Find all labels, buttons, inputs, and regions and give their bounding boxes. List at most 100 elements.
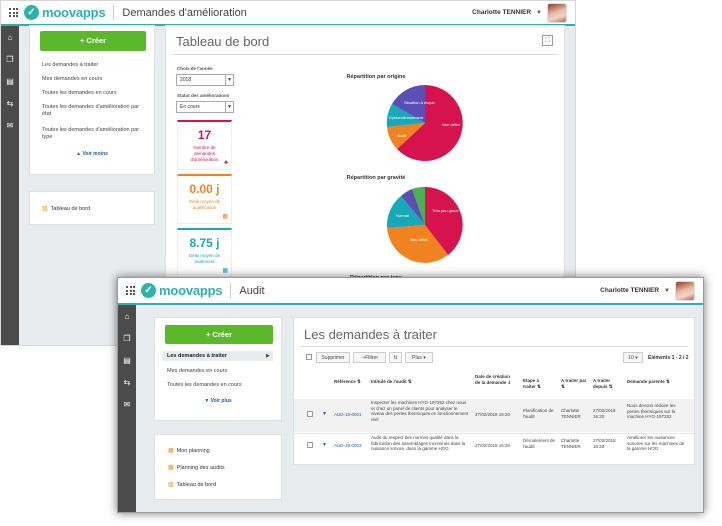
column-reference[interactable]: Référence ⇅ [334,379,361,384]
delete-button[interactable]: Supprimer [316,352,350,363]
calendar-icon: ▦ [168,465,174,471]
caret-down-icon[interactable]: ▼ [322,411,327,417]
avatar[interactable] [547,2,567,23]
board-icon[interactable]: ▤ [6,77,14,86]
moovapps-logo: ✓ moovapps [141,283,223,298]
page-title: Les demandes à traiter [304,327,437,342]
board-icon[interactable]: ▤ [123,356,131,365]
origin-pie-chart: Non défini Audit Dysfonctionnement Situa… [386,84,463,161]
copy-icon[interactable]: ❐ [6,55,14,64]
nav-item-all-requests[interactable]: Toutes les demandes en cours [167,382,242,388]
user-menu[interactable]: Charlotte TENNIER ▼ [472,2,567,23]
nav-panel: + Créer Les demandes à traiter ▶ Mes dem… [154,317,282,421]
header-divider [113,5,115,20]
chat-icon[interactable]: ✉ [123,400,131,409]
requests-panel: Les demandes à traiter Supprimer ⇢ Filtr… [293,317,695,465]
avatar[interactable] [675,280,695,301]
row-by: Charlotte TENNIER [561,438,581,449]
pie-label: Situation à risque [404,100,436,105]
home-icon[interactable]: ⌂ [124,312,130,321]
home-icon[interactable]: ⌂ [7,33,13,42]
row-checkbox[interactable] [307,442,313,448]
nav-item-by-state[interactable]: Toutes les demandes d'amélioration par é… [42,104,140,117]
voir-plus-link[interactable]: ▼ Voir plus [204,398,232,404]
column-parent[interactable]: Demande parente ⇅ [627,379,670,384]
column-step[interactable]: Etape à traiter ⇅ [523,378,541,389]
title-divider [300,346,688,347]
user-menu[interactable]: Charlotte TENNIER ▼ [600,280,695,301]
dashboard-link[interactable]: ▥ Tableau de bord [42,205,91,213]
chevron-down-icon: ▼ [536,9,542,16]
app-title: Audit [239,284,265,297]
more-button[interactable]: Plus ▾ [405,352,433,363]
sort-icon: ⇅ [407,379,412,384]
nav-item-all-requests[interactable]: Toutes les demandes en cours [42,90,117,96]
top-bar: ✓ moovapps Audit Charlotte TENNIER ▼ [118,278,703,305]
page-size-select[interactable]: 10 ▾ [623,352,643,363]
pie-slice-tres-peu-grave [425,187,463,255]
audit-planning-link[interactable]: ▦ Planning des audits [168,464,225,472]
chat-icon[interactable]: ✉ [6,121,14,130]
expand-icon[interactable]: ⛶ [542,35,553,46]
calendar-icon: ▦ [168,448,174,454]
column-by[interactable]: A traiter par ⇅ [561,378,587,389]
nav-item-my-requests[interactable]: Mes demandes en cours [42,76,103,82]
table-row[interactable] [294,399,694,432]
select-all-checkbox[interactable] [306,354,312,360]
calendar-icon: ▦ [222,268,228,274]
audit-window: ✓ moovapps Audit Charlotte TENNIER ▼ ⌂ ❐ … [117,277,704,513]
pie-label: Très peu grave [432,208,460,213]
sort-icon: ⇅ [357,379,361,384]
column-title[interactable]: Intitulé de l'audit ⇅ [371,379,412,384]
pie-slice-normal [386,196,425,228]
pagination-range: Eléments 1 - 2 / 2 [648,355,689,361]
row-title: Audit du respect des normes qualité dans… [371,435,466,451]
copy-icon[interactable]: ❐ [123,334,131,343]
chevron-down-icon: ▼ [664,287,670,294]
create-button[interactable]: + Créer [165,325,273,344]
column-since[interactable]: A traiter depuis ⇅ [593,378,613,389]
status-select[interactable]: En cours ▼ [176,101,234,113]
nav-item-to-process[interactable]: Les demandes à traiter [42,62,99,68]
pie-label: Non défini [442,122,460,127]
pie-slice-audit [387,123,425,149]
user-name: Charlotte TENNIER [600,287,660,294]
flow-icon[interactable]: ⇆ [6,99,14,108]
nav-item-to-process[interactable]: Les demandes à traiter [167,353,227,359]
my-planning-link[interactable]: ▦ Mon planning [168,447,210,455]
pie-label: Dysfonctionnement [389,115,424,120]
status-label: Statut des améliorations [177,93,230,98]
row-reference[interactable]: AUD-18-0001 [334,412,362,417]
row-created: 27/02/2018 16:20 [475,443,511,448]
nav-panel: + Créer Les demandes à traiter Mes deman… [29,25,155,175]
kpi-treatment: 8.75 j Délai moyen de traitement ▦ [177,228,232,278]
top-bar: ✓ moovapps Demandes d'amélioration Charlo… [1,1,575,26]
dashboard-link[interactable]: ▥ Tableau de bord [168,481,217,489]
pie-slice-other [412,186,425,225]
nav-item-by-type[interactable]: Toutes les demandes d'amélioration par t… [42,127,140,140]
nav-item-my-requests[interactable]: Mes demandes en cours [167,368,228,374]
title-divider [172,54,558,55]
row-reference[interactable]: AUD-18-0003 [334,443,362,448]
sort-icon: ⇅ [393,354,398,361]
pie-slice-non-defini [387,225,448,263]
sort-icon: ⇅ [561,383,565,389]
sort-icon: ⇅ [608,383,613,389]
chevron-down-icon: ▾ [635,354,638,361]
voir-moins-link[interactable]: ▲ Voir moins [76,151,108,157]
flow-icon[interactable]: ⇆ [123,378,131,387]
app-title: Demandes d'amélioration [122,6,247,19]
row-by: Charlotte TENNIER [561,408,581,419]
row-parent: Nous devons réduire les pertes thermique… [627,403,676,419]
create-button[interactable]: + Créer [40,31,146,51]
column-created[interactable]: Date de création de la demande ⇓ [475,374,512,385]
apps-grid-icon[interactable] [9,8,18,17]
filter-button[interactable]: ⇢ Filtrer [353,352,386,363]
origin-chart-title: Répartition par origine [346,74,406,80]
caret-down-icon[interactable]: ▼ [322,442,327,448]
apps-grid-icon[interactable] [126,286,135,295]
dashboard-link-panel: ▥ Tableau de bord [29,191,155,225]
row-checkbox[interactable] [307,411,313,417]
sort-button[interactable]: ⇅ [389,352,402,363]
year-select[interactable]: 2018 ▼ [176,74,234,86]
